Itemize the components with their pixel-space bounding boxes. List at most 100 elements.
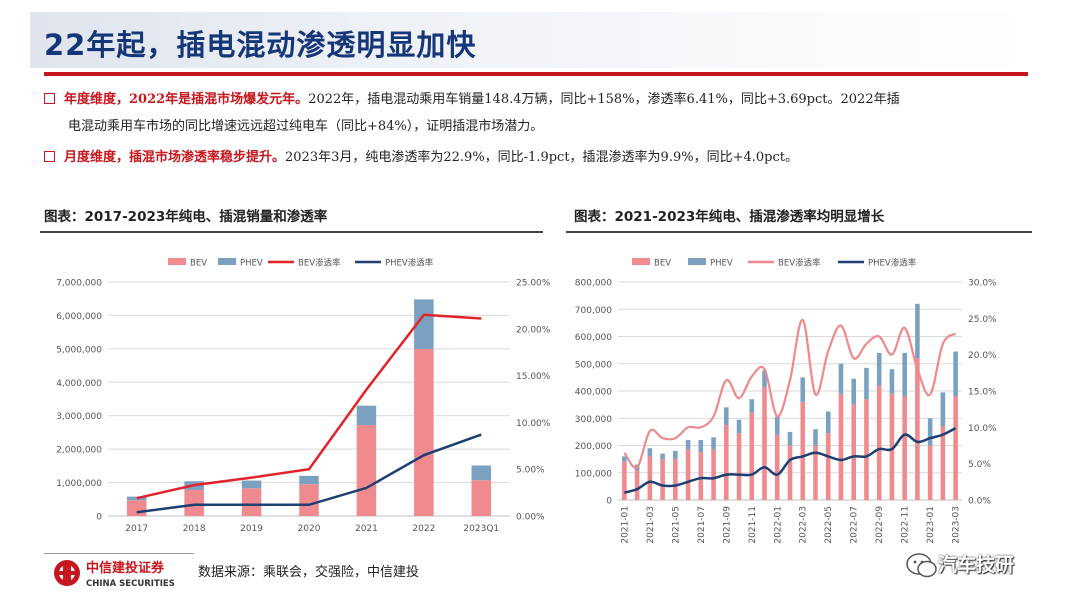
x-tick-label: 2022 [412, 524, 435, 534]
legend-label: BEV渗透率 [298, 258, 341, 269]
bev-bar [915, 358, 920, 500]
phev-bar [800, 377, 806, 402]
x-tick-label: 2021-01 [620, 506, 630, 544]
phev-bar [787, 431, 793, 446]
x-tick-label: 2018 [183, 524, 206, 534]
legend-swatch [218, 258, 236, 265]
legend-label: BEV [654, 259, 671, 269]
y2-tick-label: 20.00% [516, 325, 551, 335]
y2-tick-label: 10.00% [516, 419, 551, 429]
title-banner [30, 12, 1030, 68]
y-tick-label: 0 [606, 497, 612, 507]
bullet-text: 2022年，插电混动乘用车销量148.4万辆，同比+158%，渗透率6.41%，… [308, 92, 900, 107]
bev-bar [889, 393, 895, 500]
x-tick-label: 2021-09 [722, 506, 732, 544]
logo-en: CHINA SECURITIES [86, 579, 175, 589]
bev-bar [774, 434, 780, 500]
y-tick-label: 2,000,000 [56, 446, 102, 456]
legend-swatch [688, 258, 706, 265]
legend-label: PHEV [240, 259, 263, 269]
phev-bar [471, 465, 492, 481]
y-tick-label: 500,000 [575, 360, 612, 370]
y2-tick-label: 30.0% [968, 279, 997, 289]
x-tick-label: 2022-03 [799, 506, 809, 544]
x-tick-label: 2021-05 [671, 506, 681, 544]
bev-bar [241, 488, 262, 516]
x-tick-label: 2019 [240, 524, 263, 534]
y2-tick-label: 0.00% [516, 513, 545, 523]
phev-bar [685, 440, 691, 450]
bev-bar [622, 461, 627, 500]
legend-swatch [632, 258, 650, 265]
bev-bar [660, 459, 665, 500]
footer-divider [44, 553, 194, 554]
bev-bar [825, 433, 831, 500]
x-tick-label: 2023Q1 [463, 524, 499, 534]
page-title: 22年起，插电混动渗透明显加快 [44, 28, 477, 62]
y-tick-label: 200,000 [575, 442, 612, 452]
y2-tick-label: 20.0% [968, 351, 997, 361]
bev-bar [673, 459, 678, 500]
y2-tick-label: 25.0% [968, 315, 997, 325]
x-tick-label: 2022-07 [850, 506, 860, 544]
bev-penetration-line [623, 318, 957, 469]
legend-label: PHEV [710, 259, 733, 269]
legend-label: PHEV渗透率 [385, 258, 434, 269]
y2-tick-label: 10.0% [968, 424, 997, 434]
phev-bar [241, 480, 262, 489]
phev-penetration-line [624, 426, 957, 494]
bev-bar [876, 385, 882, 500]
x-tick-label: 2021 [355, 524, 378, 534]
phev-bar [724, 407, 729, 426]
phev-bar [940, 392, 946, 427]
phev-bar [299, 475, 319, 485]
bullet-square-icon [44, 151, 55, 162]
bev-bar [902, 396, 907, 500]
x-tick-label: 2017 [125, 524, 148, 534]
bullet-text-continued: 电混动乘用车市场的同比增速远远超过纯电车（同比+84%），证明插混市场潜力。 [68, 119, 544, 134]
phev-bar [851, 378, 856, 405]
bev-bar [927, 445, 933, 500]
y2-tick-label: 5.00% [516, 466, 545, 476]
phev-bar [126, 496, 147, 501]
title-divider [44, 72, 1028, 76]
bev-bar [813, 445, 818, 500]
phev-bar [647, 448, 653, 457]
y-tick-label: 3,000,000 [56, 412, 102, 422]
bev-bar [724, 425, 729, 500]
phev-bar [673, 450, 678, 460]
bev-bar [711, 449, 716, 500]
y2-tick-label: 15.0% [968, 388, 997, 398]
bev-bar [851, 404, 856, 500]
y-tick-label: 700,000 [575, 306, 612, 316]
china-securities-logo: 中信建投证券 CHINA SECURITIES [54, 560, 175, 589]
phev-bar [864, 367, 869, 400]
bev-penetration-line [136, 313, 482, 500]
x-tick-label: 2022-11 [901, 506, 911, 544]
left-chart-title-rule [40, 231, 543, 233]
phev-bar [915, 303, 920, 359]
left-chart-title: 图表：2017-2023年纯电、插混销量和渗透率 [44, 209, 328, 225]
bev-bar [126, 500, 147, 516]
y-tick-label: 5,000,000 [56, 345, 102, 355]
watermark-text: 汽车技研 [938, 554, 1015, 576]
bev-bar [356, 425, 377, 516]
bev-bar [787, 445, 793, 500]
bev-bar [184, 489, 204, 516]
y2-tick-label: 0.0% [968, 497, 991, 507]
y-tick-label: 600,000 [575, 333, 612, 343]
phev-bar [902, 352, 907, 397]
phev-bar [414, 299, 434, 349]
bullet-text: 2023年3月，纯电渗透率为22.9%，同比-1.9pct，插混渗透率为9.9%… [285, 150, 798, 165]
x-tick-label: 2022-01 [773, 506, 783, 544]
legend-label: BEV [190, 259, 207, 269]
phev-bar [762, 370, 767, 387]
phev-bar [749, 399, 755, 413]
phev-bar [927, 418, 933, 446]
bullet-annual: 年度维度，2022年是插混市场爆发元年。2022年，插电混动乘用车销量148.4… [44, 86, 1034, 140]
x-tick-label: 2023-01 [926, 506, 936, 544]
bev-bar [736, 433, 742, 500]
bev-bar [749, 412, 755, 500]
y-tick-label: 100,000 [575, 469, 612, 479]
phev-bar [634, 464, 640, 471]
